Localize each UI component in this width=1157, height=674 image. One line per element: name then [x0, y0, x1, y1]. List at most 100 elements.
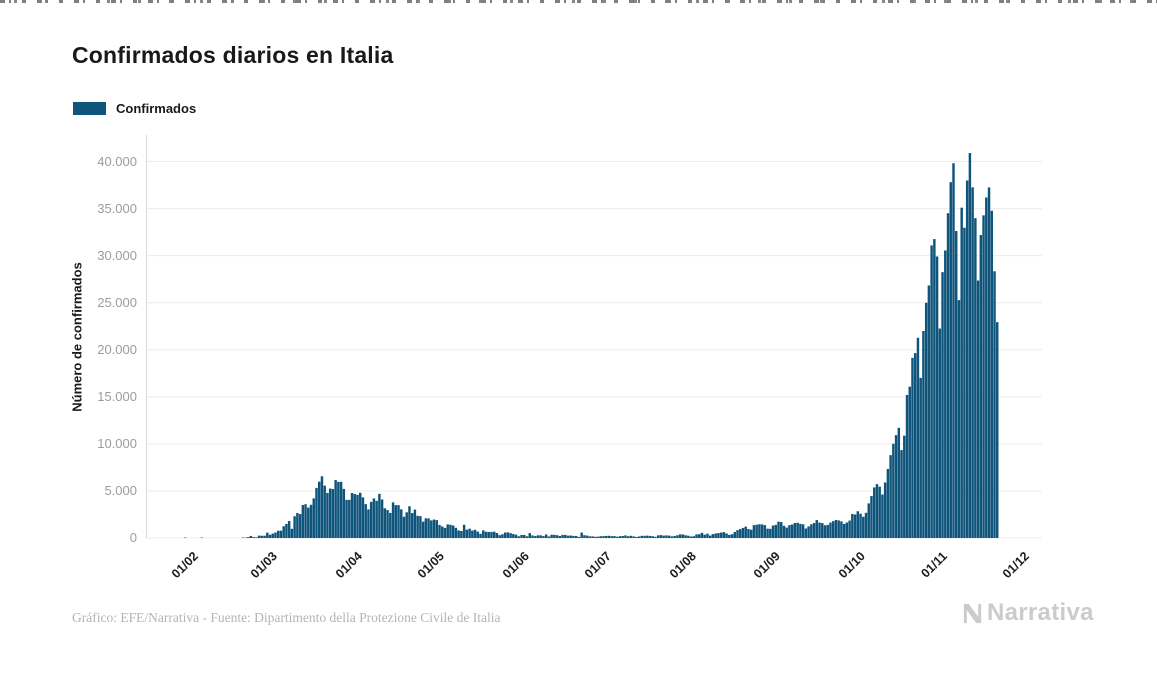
bar — [263, 535, 266, 538]
bar — [596, 536, 600, 538]
bar — [946, 213, 950, 538]
bar — [462, 524, 466, 538]
bar — [301, 505, 305, 538]
bar — [304, 504, 307, 538]
bar — [853, 514, 857, 538]
bar — [845, 522, 849, 538]
bar — [629, 535, 633, 538]
bar — [916, 337, 920, 538]
bar — [285, 523, 288, 538]
bar — [490, 531, 493, 538]
cropped-content-artifact — [0, 0, 1157, 3]
bar — [933, 239, 936, 538]
bar — [990, 210, 993, 538]
bar — [564, 534, 567, 538]
bar — [591, 536, 594, 538]
bar — [749, 529, 753, 538]
bar — [640, 535, 644, 538]
bar — [558, 536, 562, 538]
bar — [473, 529, 477, 538]
bar — [758, 524, 761, 538]
narrativa-logo: Narrativa — [961, 599, 1094, 627]
bar — [512, 534, 515, 538]
bar — [359, 492, 362, 538]
bar — [755, 524, 758, 538]
bar — [815, 520, 819, 538]
bar — [298, 514, 302, 538]
bar — [443, 527, 447, 538]
bar — [730, 534, 734, 538]
bar — [780, 522, 783, 538]
bar — [410, 513, 414, 538]
bar — [471, 530, 474, 538]
logo-text: Narrativa — [987, 599, 1094, 626]
bar — [454, 527, 458, 538]
bar — [911, 357, 914, 538]
bar — [788, 525, 791, 538]
bar — [864, 512, 868, 538]
bar — [804, 528, 808, 538]
y-tick-label: 10.000 — [97, 435, 137, 451]
bar — [544, 534, 548, 538]
bar — [760, 524, 764, 538]
bar — [957, 300, 961, 538]
bar — [799, 523, 802, 538]
bar — [659, 535, 663, 538]
bar — [771, 525, 775, 538]
bar — [432, 519, 436, 538]
bar — [514, 534, 518, 538]
bar — [979, 235, 983, 538]
y-tick-label: 15.000 — [97, 388, 137, 404]
narrativa-n-icon — [963, 603, 982, 623]
bar — [255, 537, 258, 538]
bar — [897, 427, 901, 538]
bar — [643, 535, 646, 538]
bar — [859, 513, 862, 538]
bar — [566, 535, 570, 538]
bar — [785, 527, 788, 538]
bar — [605, 535, 608, 538]
bar — [831, 521, 835, 538]
bar — [662, 535, 665, 538]
bar — [955, 231, 958, 538]
bar — [689, 536, 693, 538]
bar — [345, 499, 348, 538]
bar — [774, 524, 778, 538]
bar — [996, 322, 999, 538]
bar — [495, 533, 499, 538]
bar — [875, 484, 879, 538]
bar — [353, 494, 356, 538]
bar — [331, 488, 335, 538]
bar — [457, 530, 460, 538]
bar — [367, 509, 370, 538]
bar — [252, 537, 255, 538]
bar — [583, 535, 586, 538]
y-tick-label: 30.000 — [97, 247, 137, 263]
bar — [657, 535, 660, 538]
bar — [613, 536, 616, 538]
bar — [246, 537, 250, 538]
bar — [818, 522, 821, 538]
bar — [711, 534, 715, 538]
bar — [752, 525, 756, 538]
bar — [348, 499, 351, 538]
bar — [851, 514, 854, 538]
bar — [378, 493, 381, 538]
y-tick-label: 5.000 — [104, 482, 137, 498]
bar — [503, 532, 507, 538]
bar — [397, 505, 400, 538]
bar — [700, 532, 704, 538]
bar — [337, 481, 340, 538]
bar — [296, 513, 299, 538]
bar — [993, 271, 996, 538]
bar — [547, 536, 551, 538]
bar — [375, 500, 378, 538]
bar — [531, 535, 534, 538]
bar — [607, 535, 611, 538]
bar — [635, 536, 638, 538]
bar — [886, 468, 890, 538]
bar — [326, 492, 329, 538]
bar — [276, 530, 280, 538]
y-tick-label: 0 — [129, 530, 137, 545]
